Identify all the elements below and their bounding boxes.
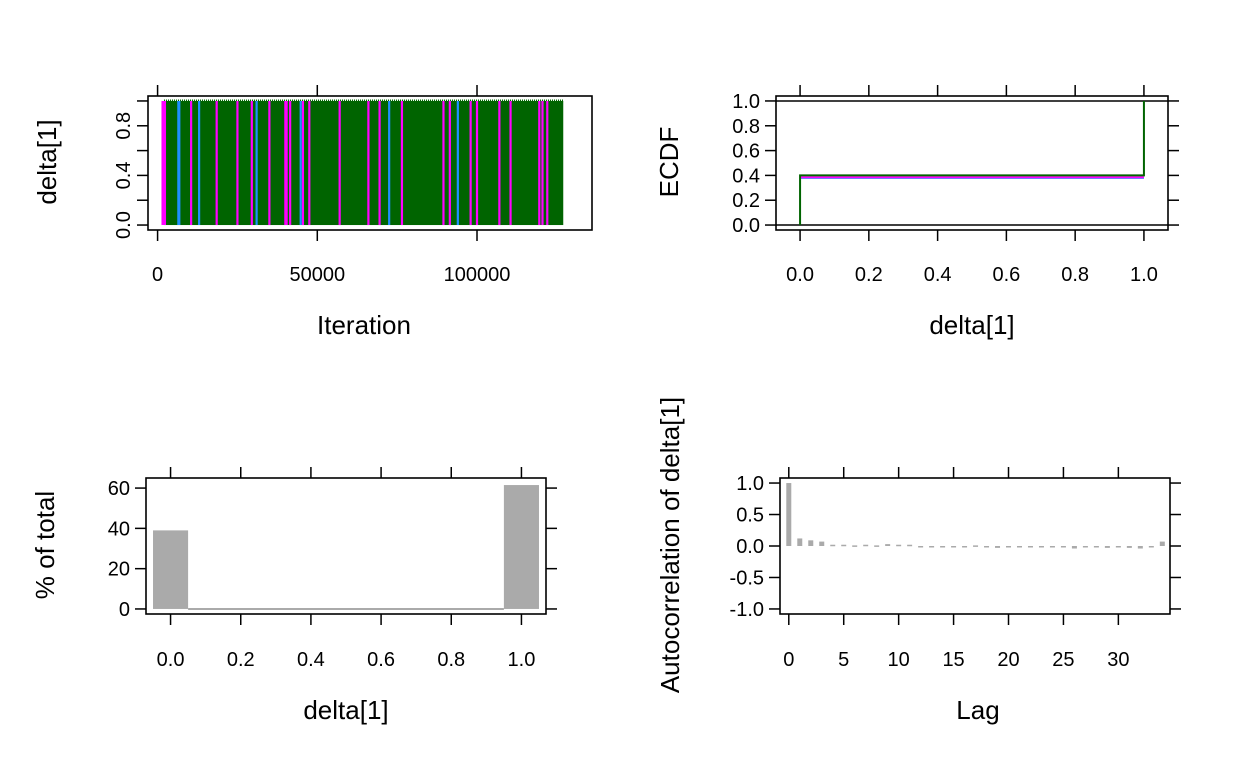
acf-y-tick-label: 0.5	[736, 505, 764, 527]
histogram-x-tick-label: 0.2	[227, 649, 255, 671]
acf-bar	[1060, 546, 1066, 548]
acf-x-tick-label: 5	[838, 649, 849, 671]
ecdf-x-axis-title: delta[1]	[929, 310, 1014, 340]
histogram-y-tick-label: 0	[119, 599, 130, 621]
histogram-x-tick-label: 0.4	[297, 649, 325, 671]
ecdf-x-tick-label: 0.2	[855, 264, 883, 286]
acf-bar	[863, 544, 869, 547]
acf-y-axis-title: Autocorrelation of delta[1]	[655, 397, 685, 693]
ecdf-x-tick-label: 0.4	[924, 264, 952, 286]
acf-bar	[1027, 546, 1033, 548]
acf-bar	[1049, 546, 1055, 548]
ecdf-y-tick-label: 0.2	[732, 190, 760, 212]
acf-x-tick-label: 20	[997, 649, 1019, 671]
trace-y-axis-title: delta[1]	[32, 119, 62, 204]
acf-bar	[984, 546, 990, 548]
acf-bar	[1159, 541, 1165, 546]
acf-bar	[1093, 546, 1099, 548]
acf-x-tick-label: 25	[1052, 649, 1074, 671]
acf-bar	[1115, 546, 1121, 548]
histogram-x-axis-title: delta[1]	[303, 695, 388, 725]
ecdf-x-tick-label: 0.8	[1061, 264, 1089, 286]
ecdf-y-tick-label: 1.0	[732, 91, 760, 113]
ecdf-y-tick-label: 0.4	[732, 165, 760, 187]
trace-y-tick-label: 0.0	[113, 211, 135, 239]
acf-bar	[951, 546, 957, 548]
ecdf-plot-frame	[775, 95, 1169, 231]
acf-bar	[1038, 546, 1044, 548]
acf-bar	[808, 540, 814, 546]
histogram-plot-frame	[145, 477, 547, 615]
histogram-bar	[503, 485, 539, 609]
acf-bar	[940, 546, 946, 548]
histogram-y-tick-label: 40	[108, 518, 130, 540]
trace-x-axis-title: Iteration	[317, 310, 411, 340]
histogram-y-tick-label: 60	[108, 478, 130, 500]
acf-bar	[973, 545, 979, 547]
ecdf-y-tick-label: 0.6	[732, 141, 760, 163]
acf-y-tick-label: -1.0	[730, 599, 764, 621]
ecdf-step-line	[799, 100, 1145, 226]
histogram-x-tick-label: 1.0	[508, 649, 536, 671]
acf-x-tick-label: 15	[942, 649, 964, 671]
acf-bar	[929, 546, 935, 548]
ecdf-plot-panel: delta[1] ECDF 0.0 0.2 0.4 0.6 0.8 1.00.00.20.…	[654, 85, 1179, 340]
acf-bar	[1126, 546, 1132, 548]
trace-chain-green	[163, 100, 564, 226]
acf-bar	[797, 538, 803, 546]
acf-x-tick-label: 0	[783, 649, 794, 671]
acf-bar	[1006, 546, 1012, 548]
acf-bar	[874, 545, 880, 547]
ecdf-y-axis-title: ECDF	[654, 127, 684, 198]
histogram-y-tick-label: 20	[108, 559, 130, 581]
histogram-x-tick-label: 0.8	[437, 649, 465, 671]
ecdf-y-tick-label: 0.8	[732, 116, 760, 138]
acf-bar	[819, 541, 825, 546]
acf-x-tick-label: 30	[1107, 649, 1129, 671]
acf-y-tick-label: 1.0	[736, 473, 764, 495]
trace-y-tick-label: 0.4	[113, 162, 135, 190]
acf-bar	[1148, 546, 1154, 548]
acf-bar	[786, 483, 792, 546]
histogram-y-axis-title: % of total	[30, 491, 60, 599]
acf-bar	[841, 544, 847, 547]
trace-y-tick-label: 0.8	[113, 112, 135, 140]
acf-y-tick-label: 0.0	[736, 536, 764, 558]
acf-bar	[830, 544, 836, 547]
acf-y-tick-label: -0.5	[730, 567, 764, 589]
acf-bar	[896, 544, 902, 547]
acf-bar	[1137, 546, 1143, 549]
acf-bar	[995, 546, 1001, 548]
acf-bar	[852, 545, 858, 547]
acf-bar	[1016, 546, 1022, 548]
trace-plot-panel: Iteration delta[1] 0 50000 100000 0.0 0.4 0.8	[32, 85, 593, 340]
autocorrelation-panel: Lag Autocorrelation of delta[1] 0 5 10 15 20…	[655, 397, 1181, 725]
histogram-x-tick-label: 0.0	[157, 649, 185, 671]
ecdf-y-tick-label: 0.0	[732, 215, 760, 237]
trace-x-tick-label: 50000	[289, 264, 345, 286]
trace-x-tick-label: 0	[152, 264, 163, 286]
ecdf-x-tick-label: 0.6	[992, 264, 1020, 286]
acf-x-tick-label: 10	[888, 649, 910, 671]
acf-bar	[918, 546, 924, 548]
trace-plot-frame	[147, 95, 593, 231]
histogram-panel: delta[1] % of total 0.0 0.2 0.4 0.6 0.8 1.0 0 2…	[30, 467, 557, 725]
histogram-x-tick-label: 0.6	[367, 649, 395, 671]
acf-bar	[962, 546, 968, 548]
trace-x-tick-label: 100000	[444, 264, 511, 286]
ecdf-x-tick-label: 1.0	[1130, 264, 1158, 286]
histogram-bar	[153, 530, 189, 609]
acf-bar	[907, 544, 913, 547]
acf-x-axis-title: Lag	[956, 695, 999, 725]
ecdf-x-tick-label: 0.0	[786, 264, 814, 286]
acf-bar	[1071, 546, 1077, 549]
acf-bar	[885, 544, 891, 546]
acf-bar	[1104, 546, 1110, 548]
acf-bar	[1082, 546, 1088, 548]
